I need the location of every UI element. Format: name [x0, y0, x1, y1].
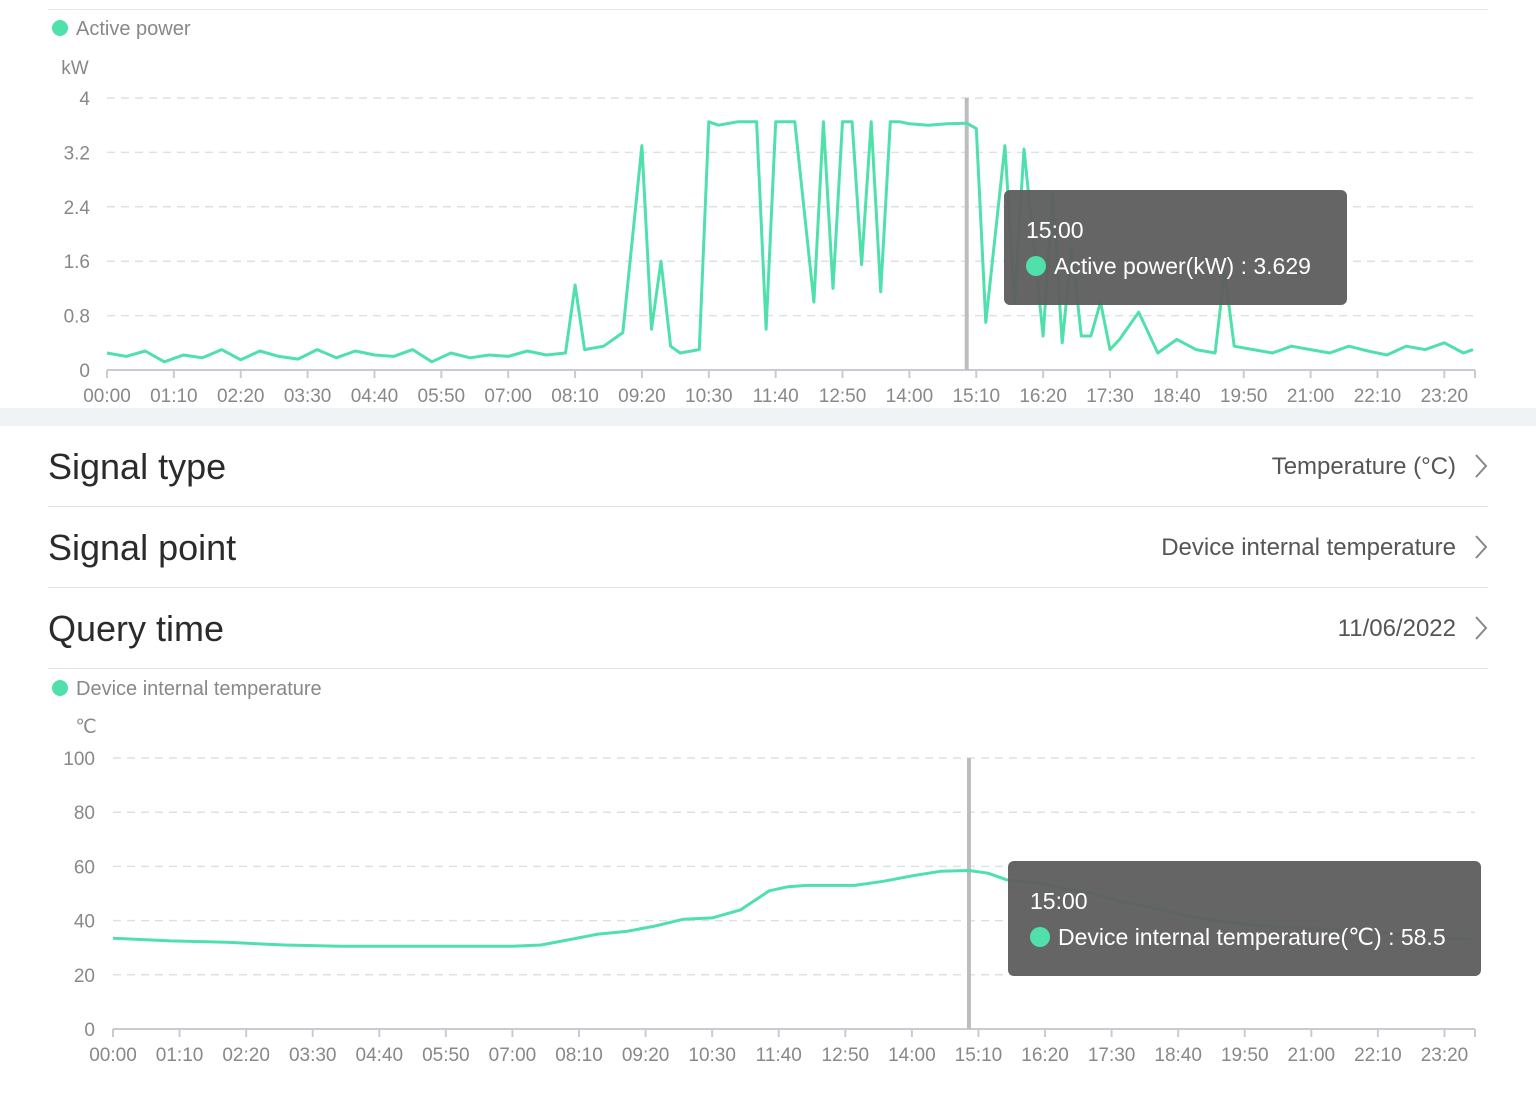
signal-point-row[interactable]: Signal point Device internal temperature: [48, 507, 1488, 588]
y-tick-label: 60: [74, 857, 95, 878]
chevron-right-icon: [1475, 535, 1488, 559]
legend-dot: [52, 20, 68, 36]
x-tick-label: 12:50: [822, 1045, 870, 1066]
x-tick-label: 03:30: [284, 386, 332, 407]
tooltip: 15:00 Active power(kW) : 3.629: [1004, 190, 1347, 305]
tooltip-series-dot: [1026, 256, 1046, 276]
legend-label: Device internal temperature: [76, 678, 322, 700]
chevron-right-icon: [1475, 616, 1488, 640]
tooltip-time: 15:00: [1026, 217, 1084, 243]
x-tick-label: 12:50: [819, 386, 867, 407]
y-tick-label: 40: [74, 912, 95, 933]
tooltip-box: [1008, 861, 1481, 976]
x-tick-label: 01:10: [156, 1045, 204, 1066]
y-tick-label: 2.4: [64, 198, 91, 219]
signal-type-value: Temperature (°C): [1271, 453, 1456, 480]
x-tick-label: 10:30: [685, 386, 733, 407]
signal-type-label: Signal type: [48, 446, 227, 487]
signal-point-label: Signal point: [48, 527, 237, 568]
x-tick-label: 04:40: [351, 386, 399, 407]
y-tick-label: 80: [74, 803, 95, 824]
x-tick-label: 23:20: [1421, 386, 1469, 407]
y-axis-unit: kW: [61, 58, 89, 79]
y-tick-label: 0: [79, 361, 90, 382]
y-tick-label: 0: [84, 1020, 95, 1041]
x-tick-label: 11:40: [756, 1045, 802, 1066]
x-tick-label: 18:40: [1153, 386, 1201, 407]
x-tick-label: 05:50: [422, 1045, 470, 1066]
x-tick-label: 01:10: [150, 386, 198, 407]
x-tick-label: 02:20: [217, 386, 265, 407]
y-tick-label: 0.8: [64, 307, 90, 328]
active-power-chart[interactable]: Active power kW 0 0.8 1.6 2.4 3.2 4 00:00 01:10 02…: [0, 0, 1536, 410]
tooltip-time: 15:00: [1030, 888, 1088, 914]
top-divider: [48, 9, 1488, 10]
x-tick-label: 18:40: [1154, 1045, 1202, 1066]
query-time-label: Query time: [48, 608, 225, 649]
query-time-value: 11/06/2022: [1337, 615, 1456, 642]
x-tick-label: 22:10: [1354, 1045, 1402, 1066]
signal-point-value: Device internal temperature: [1161, 534, 1456, 561]
x-tick-label: 10:30: [688, 1045, 736, 1066]
x-tick-label: 15:10: [955, 1045, 1003, 1066]
x-tick-label: 16:20: [1019, 386, 1067, 407]
device-temperature-chart[interactable]: Device internal temperature ℃ 0 20 40 60 80 100…: [0, 668, 1536, 1078]
tooltip-box: [1004, 190, 1347, 305]
section-separator: [0, 408, 1536, 426]
y-axis-unit: ℃: [75, 717, 96, 738]
x-tick-label: 08:10: [555, 1045, 603, 1066]
y-tick-label: 20: [74, 966, 95, 987]
legend-label: Active power: [76, 18, 191, 40]
x-tick-label: 17:30: [1086, 386, 1134, 407]
x-tick-label: 09:20: [618, 386, 666, 407]
y-tick-label: 1.6: [64, 252, 90, 273]
series-line: [106, 120, 1474, 364]
x-tick-label: 00:00: [89, 1045, 137, 1066]
x-tick-label: 04:40: [356, 1045, 404, 1066]
tooltip-value: Device internal temperature(℃) : 58.5: [1058, 924, 1446, 950]
signal-type-row[interactable]: Signal type Temperature (°C): [48, 426, 1488, 507]
x-tick-label: 15:10: [952, 386, 1000, 407]
x-tick-label: 07:00: [489, 1045, 537, 1066]
x-tick-label: 14:00: [888, 1045, 936, 1066]
x-tick-label: 11:40: [753, 386, 799, 407]
x-tick-label: 21:00: [1288, 1045, 1336, 1066]
x-tick-label: 02:20: [222, 1045, 270, 1066]
x-tick-label: 14:00: [886, 386, 934, 407]
x-tick-label: 09:20: [622, 1045, 670, 1066]
x-tick-label: 16:20: [1021, 1045, 1069, 1066]
tooltip: 15:00 Device internal temperature(℃) : 58…: [1008, 861, 1481, 976]
x-tick-label: 03:30: [289, 1045, 337, 1066]
x-tick-label: 00:00: [83, 386, 131, 407]
chevron-right-icon: [1475, 454, 1488, 478]
x-tick-label: 22:10: [1354, 386, 1402, 407]
y-tick-label: 4: [79, 89, 90, 110]
tooltip-value: Active power(kW) : 3.629: [1054, 253, 1311, 279]
y-tick-label: 3.2: [64, 143, 90, 164]
x-tick-label: 07:00: [484, 386, 532, 407]
y-tick-label: 100: [63, 749, 95, 770]
tooltip-series-dot: [1030, 927, 1050, 947]
legend-dot: [52, 680, 68, 696]
query-time-row[interactable]: Query time 11/06/2022: [48, 588, 1488, 669]
x-tick-label: 08:10: [551, 386, 599, 407]
x-tick-label: 05:50: [418, 386, 466, 407]
x-tick-label: 21:00: [1287, 386, 1335, 407]
x-tick-label: 19:50: [1220, 386, 1268, 407]
x-tick-label: 17:30: [1088, 1045, 1136, 1066]
x-tick-label: 19:50: [1221, 1045, 1269, 1066]
x-tick-label: 23:20: [1421, 1045, 1469, 1066]
